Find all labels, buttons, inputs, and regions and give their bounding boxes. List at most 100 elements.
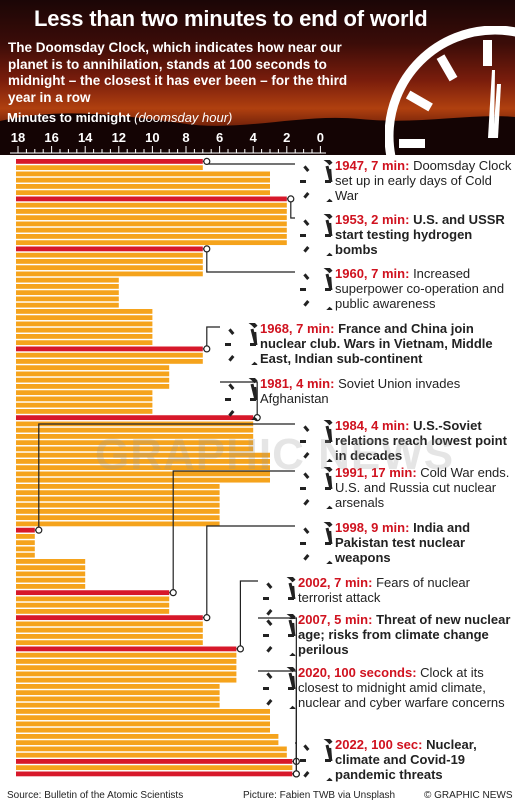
bar-highlight <box>16 346 203 352</box>
bar <box>16 571 86 577</box>
bar <box>16 265 203 271</box>
bar <box>16 765 293 771</box>
event-description: Clock at its closest to midnight amid cl… <box>298 665 505 710</box>
event-year-label: 1984, 4 min: <box>335 418 410 433</box>
event-year-label: 2002, 7 min: <box>298 575 373 590</box>
bar <box>16 284 119 289</box>
bar-highlight <box>16 527 35 533</box>
header-banner: Less than two minutes to end of world Th… <box>0 0 515 155</box>
bar-highlight <box>16 415 254 421</box>
bar <box>16 740 279 746</box>
bar <box>16 490 220 496</box>
mini-clock-icon <box>225 378 258 420</box>
axis-unit: (doomsday hour) <box>134 110 233 125</box>
bar <box>16 240 287 246</box>
page-title: Less than two minutes to end of world <box>34 6 428 31</box>
event-annotation: 1991, 17 min: Cold War ends. U.S. and Ru… <box>297 465 512 519</box>
bar <box>16 659 237 664</box>
connector-line <box>202 160 295 165</box>
event-year-label: 1991, 17 min: <box>335 465 417 480</box>
bar <box>16 509 220 514</box>
event-year-label: 2007, 5 min: <box>298 612 373 627</box>
event-annotation: 2002, 7 min: Fears of nuclear terrorist … <box>260 575 512 629</box>
connector-line <box>202 248 295 273</box>
event-description: U.S. and USSR start testing hydrogen bom… <box>335 212 505 257</box>
event-annotation: 1968, 7 min: France and China join nucle… <box>222 321 512 375</box>
x-tick-label: 0 <box>317 130 324 145</box>
bar <box>16 596 170 602</box>
bar-highlight <box>16 759 293 764</box>
bar <box>16 277 119 283</box>
event-annotation: 1998, 9 min: India and Pakistan test nuc… <box>297 520 512 574</box>
connector-dot <box>236 645 244 653</box>
event-description: Threat of new nuclear age; risks from cl… <box>298 612 511 657</box>
x-tick-label: 8 <box>182 130 189 145</box>
connectors <box>34 157 300 778</box>
bar <box>16 340 153 346</box>
bar <box>16 446 254 452</box>
event-year-label: 1968, 7 min: <box>260 321 335 336</box>
bar <box>16 215 287 221</box>
mini-clock-icon <box>300 467 333 509</box>
bar <box>16 227 287 233</box>
bar <box>16 365 170 371</box>
bar <box>16 634 203 639</box>
bar <box>16 271 203 277</box>
bar <box>16 465 270 471</box>
bar <box>16 559 86 564</box>
event-description: Cold War ends. U.S. and Russia cut nucle… <box>335 465 510 510</box>
event-annotation: 1953, 2 min: U.S. and USSR start testing… <box>297 212 512 266</box>
connector-dot <box>169 589 177 597</box>
bar <box>16 715 270 721</box>
bar <box>16 190 270 196</box>
mini-clock-icon <box>263 577 296 619</box>
mini-clock-icon <box>225 323 258 365</box>
bar <box>16 721 270 727</box>
bar <box>16 171 270 177</box>
bar <box>16 565 86 571</box>
bar <box>16 752 287 758</box>
bar <box>16 690 220 696</box>
bar <box>16 684 220 689</box>
bar <box>16 577 86 583</box>
bar-highlight <box>16 196 287 202</box>
bar <box>16 434 254 439</box>
event-year-label: 2020, 100 seconds: <box>298 665 417 680</box>
bar-highlight <box>16 159 203 164</box>
bar <box>16 409 153 414</box>
footer: Source: Bulletin of the Atomic Scientist… <box>0 785 515 806</box>
bar <box>16 315 153 321</box>
bar <box>16 359 203 364</box>
mini-clock-icon <box>263 667 296 709</box>
event-year-label: 1998, 9 min: <box>335 520 410 535</box>
bar <box>16 515 220 521</box>
connector-dot <box>203 157 211 165</box>
event-annotation: 1960, 7 min: Increased superpower co-ope… <box>297 266 512 320</box>
bar <box>16 440 254 446</box>
bar <box>16 584 86 589</box>
event-year-label: 1981, 4 min: <box>260 376 335 391</box>
bars <box>16 159 293 777</box>
bar <box>16 209 287 214</box>
connector-line <box>34 423 295 531</box>
bar <box>16 452 270 458</box>
bar-highlight <box>16 646 237 652</box>
event-description: France and China join nuclear club. Wars… <box>260 321 493 366</box>
event-year-label: 1953, 2 min: <box>335 212 410 227</box>
bar <box>16 709 270 714</box>
copyright-credit: © GRAPHIC NEWS <box>424 790 513 801</box>
bar <box>16 202 287 208</box>
event-description: Nuclear, climate and Covid-19 pandemic t… <box>335 737 477 782</box>
doomsday-clock-icon <box>385 26 515 155</box>
bar <box>16 627 203 633</box>
bar <box>16 621 203 627</box>
bar <box>16 259 203 264</box>
bar <box>16 371 170 377</box>
bar <box>16 484 220 489</box>
picture-credit: Picture: Fabien TWB via Unsplash <box>243 790 396 801</box>
source-credit: Source: Bulletin of the Atomic Scientist… <box>7 790 184 801</box>
bar <box>16 321 153 327</box>
mini-clock-icon <box>300 420 333 462</box>
event-year-label: 2022, 100 sec: <box>335 737 423 752</box>
